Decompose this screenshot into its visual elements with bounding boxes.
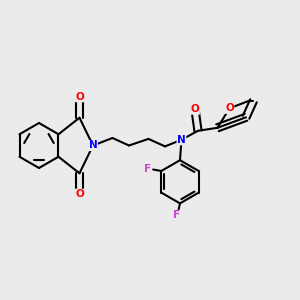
Text: N: N [88,140,98,151]
Text: N: N [177,135,186,145]
Text: F: F [144,164,151,175]
Text: O: O [225,103,234,113]
Text: O: O [190,104,200,114]
Text: F: F [173,210,181,220]
Text: O: O [75,92,84,102]
Text: O: O [75,189,84,199]
